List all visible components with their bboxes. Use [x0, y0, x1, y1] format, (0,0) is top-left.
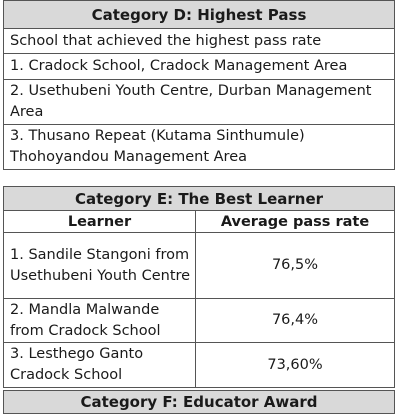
category-d-title: Category D: Highest Pass	[3, 0, 395, 29]
learner-cell: 2. Mandla Malwande from Cradock School	[3, 298, 196, 343]
category-e-table: Category E: The Best Learner Learner Ave…	[3, 186, 395, 388]
pass-rate-cell: 76,4%	[195, 298, 395, 343]
learner-cell: 3. Lesthego Ganto Cradock School	[3, 342, 196, 388]
pass-rate-column-header: Average pass rate	[195, 210, 395, 233]
category-d-item-1: 1. Cradock School, Cradock Management Ar…	[3, 53, 395, 80]
category-f-title: Category F: Educator Award	[3, 390, 395, 414]
category-d-table: Category D: Highest Pass School that ach…	[3, 0, 395, 170]
category-f-table: Category F: Educator Award	[3, 390, 395, 414]
pass-rate-cell: 76,5%	[195, 232, 395, 299]
pass-rate-cell: 73,60%	[195, 342, 395, 388]
category-e-title: Category E: The Best Learner	[3, 186, 395, 211]
table-row: 3. Lesthego Ganto Cradock School 73,60%	[3, 342, 395, 388]
category-d-item-3: 3. Thusano Repeat (Kutama Sinthumule) Th…	[3, 124, 395, 170]
learner-cell: 1. Sandile Stangoni from Usethubeni Yout…	[3, 232, 196, 299]
category-d-subtitle: School that achieved the highest pass ra…	[3, 28, 395, 54]
table-row: 1. Sandile Stangoni from Usethubeni Yout…	[3, 232, 395, 299]
category-d-item-2: 2. Usethubeni Youth Centre, Durban Manag…	[3, 79, 395, 125]
table-row: 2. Mandla Malwande from Cradock School 7…	[3, 298, 395, 343]
learner-column-header: Learner	[3, 210, 196, 233]
